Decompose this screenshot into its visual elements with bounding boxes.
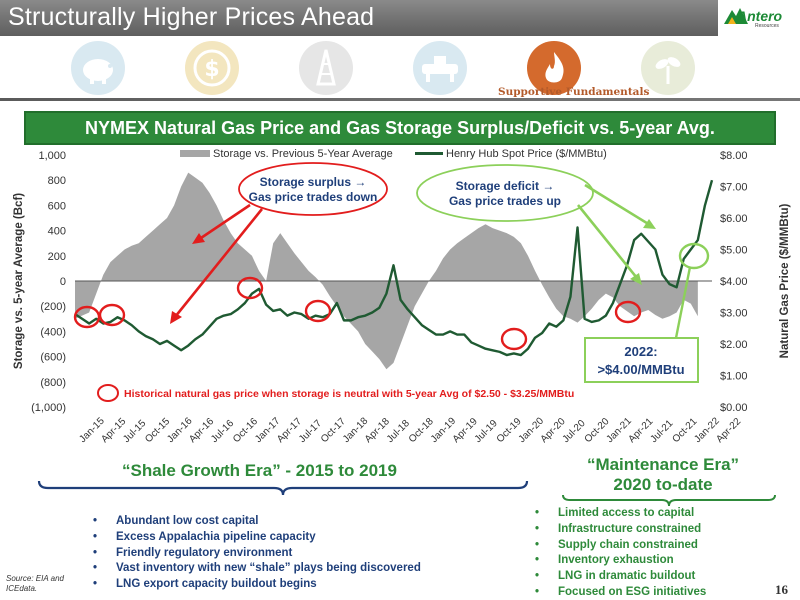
y-left-tick-label: (200) xyxy=(40,301,66,313)
y-left-tick-label: (400) xyxy=(40,326,66,338)
y-left-tick-label: 200 xyxy=(48,251,66,263)
deficit-arrow xyxy=(576,204,639,279)
surplus-callout xyxy=(238,162,388,216)
logo-subtext: Resources xyxy=(755,23,779,29)
legend-storage-label: Storage vs. Previous 5-Year Average xyxy=(213,148,393,160)
y-right-tick-label: $1.00 xyxy=(720,371,748,383)
y-left-tick-label: 1,000 xyxy=(38,150,66,162)
surplus-arrow xyxy=(197,203,251,242)
y-right-tick-label: $4.00 xyxy=(720,276,748,288)
y-left-tick-label: (800) xyxy=(40,377,66,389)
legend-price-label: Henry Hub Spot Price ($/MMBtu) xyxy=(446,148,607,160)
list-item: Excess Appalachia pipeline capacity xyxy=(86,530,421,546)
supportive-fundamentals-label: Supportive Fundamentals xyxy=(498,86,650,98)
neutral-price-marker xyxy=(500,327,528,351)
pipeline-icon xyxy=(412,40,468,96)
shale-era-brace xyxy=(37,480,529,496)
title-bar: Structurally Higher Prices Ahead xyxy=(0,0,800,36)
y-right-tick-label: $8.00 xyxy=(720,150,748,162)
shale-era-title: “Shale Growth Era” - 2015 to 2019 xyxy=(122,461,397,480)
surplus-arrowhead xyxy=(170,311,182,324)
deficit-arrow xyxy=(584,183,651,227)
dollar-icon: $ xyxy=(184,40,240,96)
deficit-callout-line1: Storage deficit → xyxy=(456,179,555,193)
list-item: Friendly regulatory environment xyxy=(86,546,421,562)
flame-icon xyxy=(526,40,582,96)
y-left-tick-label: 600 xyxy=(48,200,66,212)
surplus-callout-line1: Storage surplus → xyxy=(260,175,367,189)
list-item: LNG export capacity buildout begins xyxy=(86,577,421,593)
storage-price-chart: 1,000 800 600 400 200 0 (200) (400) (600) (800) (1… xyxy=(13,148,791,445)
y-left-tick-label: (1,000) xyxy=(31,402,66,414)
y-left-axis-title: Storage vs. 5-year Average (Bcf) xyxy=(13,193,25,369)
plant-icon xyxy=(640,40,696,96)
y-left-tick-label: (600) xyxy=(40,352,66,364)
legend-note-circle xyxy=(97,384,119,402)
y-left-tick-label: 400 xyxy=(48,226,66,238)
y-right-axis-title: Natural Gas Price ($/MMBtu) xyxy=(779,204,791,359)
legend-note-text: Historical natural gas price when storag… xyxy=(124,388,574,400)
neutral-price-marker xyxy=(98,303,126,327)
deficit-arrowhead xyxy=(643,219,656,229)
maintenance-era-line2: 2020 to-date xyxy=(613,475,713,494)
list-item: Inventory exhaustion xyxy=(528,553,706,569)
price-line-series xyxy=(74,179,714,357)
piggy-bank-icon xyxy=(70,40,126,96)
y-right-tick-label: $2.00 xyxy=(720,339,748,351)
deficit-arrowhead xyxy=(630,273,642,285)
deficit-callout xyxy=(416,164,594,222)
neutral-price-marker xyxy=(236,276,264,300)
note-2022-line1: 2022: xyxy=(624,344,657,359)
y-right-tick-label: $3.00 xyxy=(720,308,748,320)
list-item: Abundant low cost capital xyxy=(86,514,421,530)
storage-area-series xyxy=(75,172,698,370)
note-2022-box xyxy=(584,337,699,383)
legend-storage-swatch xyxy=(180,150,210,157)
list-item: LNG in dramatic buildout xyxy=(528,569,706,585)
price-2022-marker xyxy=(678,242,710,270)
antero-logo xyxy=(718,0,800,36)
y-left-tick-label: 800 xyxy=(48,175,66,187)
neutral-price-marker xyxy=(614,300,642,324)
y-left-tick-label: 0 xyxy=(60,276,66,288)
y-right-tick-label: $7.00 xyxy=(720,182,748,194)
icon-strip: $ xyxy=(60,40,800,98)
y-right-tick-label: $6.00 xyxy=(720,213,748,225)
divider xyxy=(0,98,800,101)
list-item: Vast inventory with new “shale” plays be… xyxy=(86,561,421,577)
y-right-tick-label: $5.00 xyxy=(720,245,748,257)
oil-derrick-icon xyxy=(298,40,354,96)
list-item: Limited access to capital xyxy=(528,506,706,522)
surplus-callout-line2: Gas price trades down xyxy=(249,190,378,204)
page-number: 16 xyxy=(775,582,788,597)
neutral-price-marker xyxy=(304,299,332,323)
y-right-tick-label: $0.00 xyxy=(720,402,748,414)
logo-text: Antero xyxy=(737,8,783,24)
note-2022-line2: >$4.00/MMBtu xyxy=(597,362,684,377)
list-item: Infrastructure constrained xyxy=(528,522,706,538)
maintenance-era-line1: “Maintenance Era” xyxy=(586,455,740,474)
surplus-arrowhead xyxy=(192,233,205,244)
x-tick-label: Apr-22 xyxy=(714,416,743,445)
shale-era-bullets: Abundant low cost capital Excess Appalac… xyxy=(86,514,421,593)
slide-title: Structurally Higher Prices Ahead xyxy=(8,3,375,31)
svg-text:$: $ xyxy=(204,57,219,82)
chart-title-banner: NYMEX Natural Gas Price and Gas Storage … xyxy=(24,111,776,145)
maintenance-era-bullets: Limited access to capital Infrastructure… xyxy=(528,506,706,600)
list-item: Supply chain constrained xyxy=(528,538,706,554)
list-item: Focused on ESG initiatives xyxy=(528,585,706,600)
note-2022-arrow xyxy=(674,266,692,339)
surplus-arrow xyxy=(173,208,264,318)
deficit-callout-line2: Gas price trades up xyxy=(449,194,561,208)
maintenance-era-title: “Maintenance Era” 2020 to-date xyxy=(583,455,743,495)
source-note: Source: EIA and ICEdata. xyxy=(6,574,64,593)
